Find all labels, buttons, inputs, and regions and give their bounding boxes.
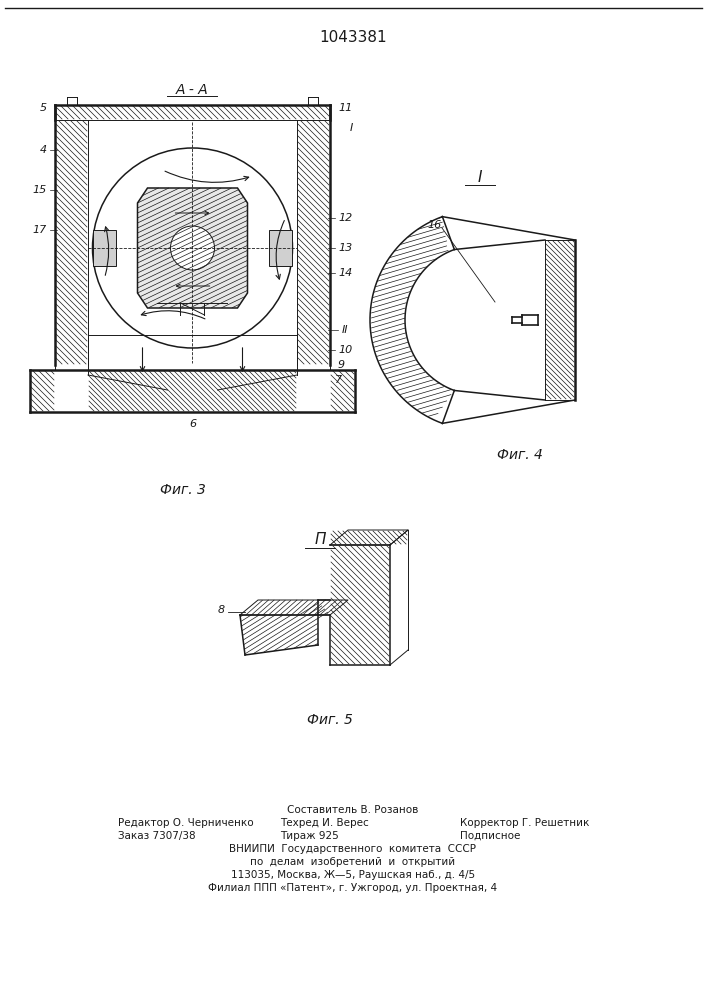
- Text: 7: 7: [335, 375, 342, 385]
- Text: 4: 4: [40, 145, 47, 155]
- Text: 8: 8: [218, 605, 225, 615]
- Text: II: II: [342, 325, 349, 335]
- Text: 15: 15: [33, 185, 47, 195]
- Text: по  делам  изобретений  и  открытий: по делам изобретений и открытий: [250, 857, 455, 867]
- Text: 17: 17: [33, 225, 47, 235]
- Text: ВНИИПИ  Государственного  комитета  СССР: ВНИИПИ Государственного комитета СССР: [230, 844, 477, 854]
- Text: Тираж 925: Тираж 925: [280, 831, 339, 841]
- Text: 113035, Москва, Ж—5, Раушская наб., д. 4/5: 113035, Москва, Ж—5, Раушская наб., д. 4…: [231, 870, 475, 880]
- Text: А - А: А - А: [176, 83, 209, 97]
- Text: 9: 9: [338, 360, 345, 370]
- Text: П: П: [314, 532, 326, 548]
- Text: 14: 14: [338, 268, 352, 278]
- Text: Техред И. Верес: Техред И. Верес: [280, 818, 369, 828]
- Polygon shape: [269, 230, 292, 266]
- Text: 13: 13: [338, 243, 352, 253]
- Text: Подписное: Подписное: [460, 831, 520, 841]
- Text: Корректор Г. Решетник: Корректор Г. Решетник: [460, 818, 590, 828]
- Text: 5: 5: [40, 103, 47, 113]
- Circle shape: [170, 226, 214, 270]
- Text: 11: 11: [338, 103, 352, 113]
- Text: 1043381: 1043381: [319, 30, 387, 45]
- Text: 16: 16: [428, 220, 442, 230]
- Polygon shape: [137, 188, 247, 308]
- Text: Фиг. 5: Фиг. 5: [307, 713, 353, 727]
- Text: I: I: [478, 170, 482, 186]
- Text: 12: 12: [338, 213, 352, 223]
- Text: Фиг. 4: Фиг. 4: [497, 448, 543, 462]
- Text: Составитель В. Розанов: Составитель В. Розанов: [287, 805, 419, 815]
- Text: 6: 6: [189, 419, 196, 429]
- Text: Фиг. 3: Фиг. 3: [160, 483, 206, 497]
- Text: Филиал ППП «Патент», г. Ужгород, ул. Проектная, 4: Филиал ППП «Патент», г. Ужгород, ул. Про…: [209, 883, 498, 893]
- Text: Редактор О. Черниченко: Редактор О. Черниченко: [118, 818, 254, 828]
- Polygon shape: [93, 230, 116, 266]
- Text: 10: 10: [338, 345, 352, 355]
- Text: Заказ 7307/38: Заказ 7307/38: [118, 831, 196, 841]
- Text: I: I: [350, 123, 354, 133]
